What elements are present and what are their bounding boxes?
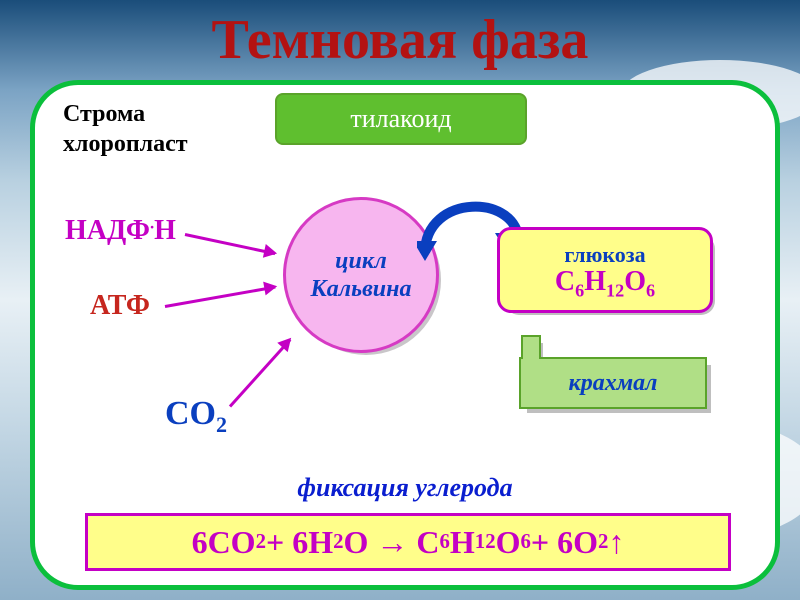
equation-box: 6СО2 + 6Н2О → С6Н12О6 + 6О2↑ bbox=[85, 513, 731, 571]
calvin-cycle: цикл Кальвина bbox=[283, 197, 433, 347]
thylakoid-box: тилакоид bbox=[275, 93, 527, 145]
carbon-fixation-label: фиксация углерода bbox=[297, 473, 512, 503]
atp-label: АТФ bbox=[90, 290, 150, 322]
stroma-line2: хлоропласт bbox=[63, 131, 188, 157]
arrow-co2 bbox=[229, 339, 291, 408]
glucose-formula: С6Н12О6 bbox=[555, 267, 655, 298]
nadph-label: НАДФ.Н bbox=[65, 215, 176, 247]
calvin-l1: цикл bbox=[335, 248, 387, 274]
arrow-atp bbox=[165, 286, 276, 308]
glucose-box: глюкоза С6Н12О6 bbox=[497, 227, 713, 313]
glucose-label: глюкоза bbox=[564, 243, 645, 267]
stroma-label: Строма хлоропласт bbox=[63, 99, 188, 159]
stroma-line1: Строма bbox=[63, 101, 145, 127]
chloroplast-panel: Строма хлоропласт тилакоид цикл Кальвина… bbox=[30, 80, 780, 590]
calvin-circle: цикл Кальвина bbox=[283, 197, 439, 353]
calvin-l2: Кальвина bbox=[311, 276, 412, 302]
slide-title: Темновая фаза bbox=[212, 8, 589, 72]
starch-box: крахмал bbox=[519, 357, 707, 409]
arrow-nadph bbox=[185, 233, 276, 255]
co2-label: СО2 bbox=[165, 395, 227, 433]
